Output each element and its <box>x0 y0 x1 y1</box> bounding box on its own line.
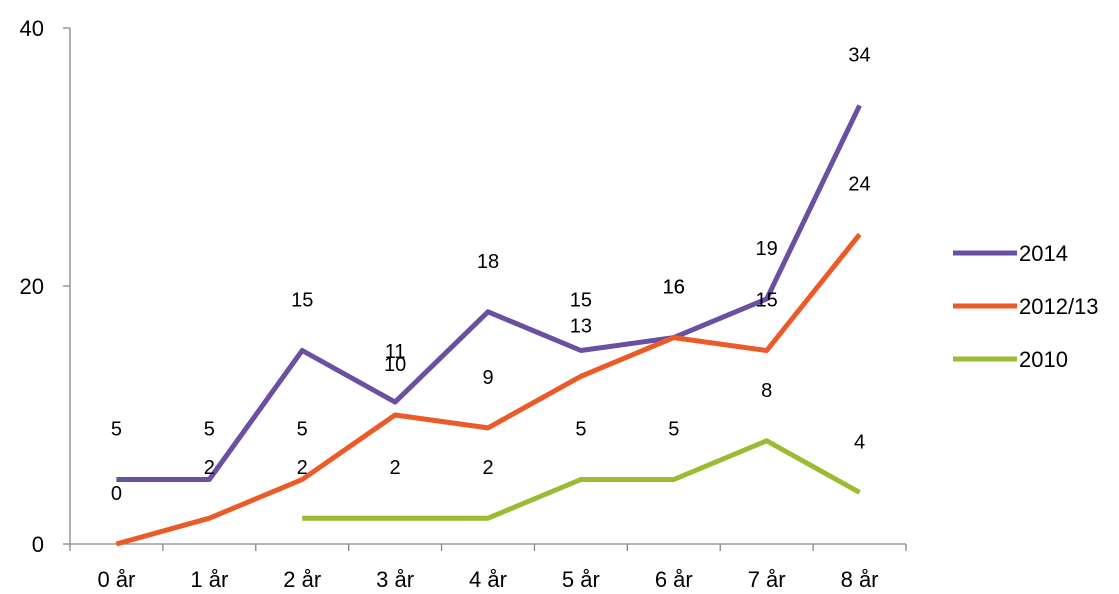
legend: 2014 2012/13 2010 <box>953 241 1099 372</box>
data-label: 34 <box>848 44 870 66</box>
data-label: 19 <box>756 238 778 260</box>
data-label: 2 <box>482 457 493 479</box>
x-tick-label: 2 år <box>283 567 321 592</box>
y-tick-label: 20 <box>20 274 44 299</box>
data-label: 2 <box>390 457 401 479</box>
data-label: 2 <box>297 457 308 479</box>
data-label: 5 <box>575 419 586 441</box>
y-tick-label: 0 <box>32 532 44 557</box>
data-label: 18 <box>477 251 499 273</box>
data-label: 16 <box>663 277 685 299</box>
x-tick-label: 6 år <box>655 567 693 592</box>
data-label: 24 <box>848 173 870 195</box>
x-tick-label: 5 år <box>562 567 600 592</box>
x-tick-label: 4 år <box>469 567 507 592</box>
data-label: 5 <box>204 419 215 441</box>
data-label: 11 <box>385 341 406 363</box>
series-lines <box>115 104 862 547</box>
data-label: 5 <box>111 419 122 441</box>
data-label: 15 <box>291 290 313 312</box>
x-tick-label: 8 år <box>841 567 879 592</box>
data-label: 5 <box>668 419 679 441</box>
x-tick-label: 3 år <box>376 567 414 592</box>
data-label: 15 <box>570 290 592 312</box>
legend-label: 2010 <box>1019 347 1068 372</box>
data-label: 13 <box>570 315 592 337</box>
series-line-1 <box>115 232 862 547</box>
data-label: 16 <box>663 277 685 299</box>
data-label: 2 <box>204 457 215 479</box>
data-label: 9 <box>482 367 493 389</box>
legend-label: 2014 <box>1019 241 1068 266</box>
data-label: 10 <box>384 354 406 376</box>
series-line-2 <box>302 438 861 521</box>
data-label: 15 <box>756 290 778 312</box>
y-tick-label: 40 <box>20 16 44 41</box>
x-tick-label: 7 år <box>748 567 786 592</box>
series-line-0 <box>116 104 862 482</box>
x-tick-label: 1 år <box>190 567 228 592</box>
data-label: 0 <box>111 483 122 505</box>
data-label: 8 <box>761 380 772 402</box>
data-label: 5 <box>297 419 308 441</box>
legend-label: 2012/13 <box>1019 294 1099 319</box>
x-tick-label: 0 år <box>97 567 135 592</box>
data-label: 4 <box>854 431 865 453</box>
